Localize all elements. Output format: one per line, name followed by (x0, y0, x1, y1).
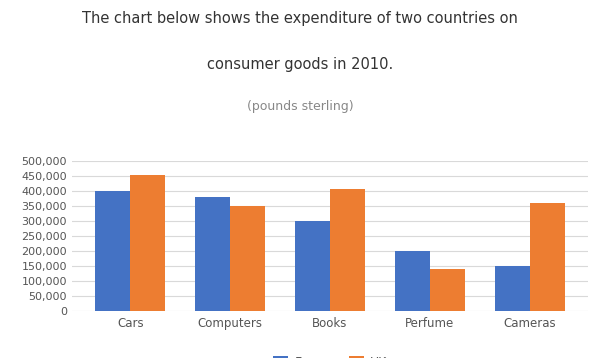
Bar (330, 189, 365, 311)
Bar (530, 203, 565, 311)
Bar (195, 197, 230, 311)
Bar (395, 251, 430, 311)
Text: The chart below shows the expenditure of two countries on: The chart below shows the expenditure of… (82, 11, 518, 26)
Bar (430, 269, 465, 311)
Bar (130, 175, 166, 311)
Text: consumer goods in 2010.: consumer goods in 2010. (207, 57, 393, 72)
Text: (pounds sterling): (pounds sterling) (247, 100, 353, 113)
Bar (494, 266, 530, 311)
Bar (295, 221, 330, 311)
Legend: France, UK: France, UK (268, 351, 392, 358)
Bar (95, 191, 130, 311)
Bar (230, 206, 265, 311)
